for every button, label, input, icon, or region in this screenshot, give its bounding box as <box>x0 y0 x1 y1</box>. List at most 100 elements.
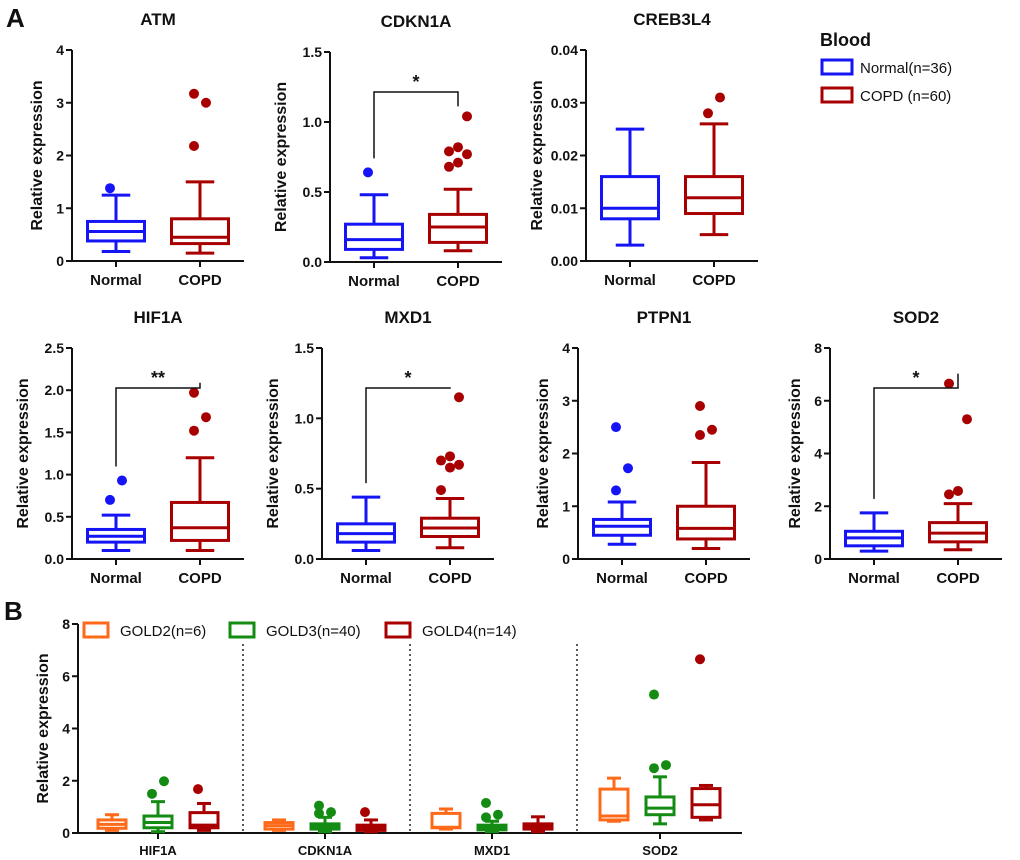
chart-creb3l4: CREB3L4 0.00 0.01 0.02 0.03 0.04 Relative expr… <box>529 10 758 289</box>
outlier-point <box>201 97 211 108</box>
outlier-point <box>189 387 199 398</box>
box-plot <box>344 167 404 260</box>
outlier-point <box>436 485 446 496</box>
outlier-point <box>707 424 717 435</box>
legend-label: GOLD2(n=6) <box>120 623 206 640</box>
legend-label: COPD (n=60) <box>860 88 951 105</box>
outlier-point <box>962 414 972 425</box>
outlier-point <box>611 485 621 496</box>
y-tick-label: 4 <box>562 340 570 356</box>
y-tick-label: 6 <box>62 668 70 684</box>
x-tick-label: HIF1A <box>139 843 177 858</box>
x-tick-label: SOD2 <box>642 843 677 858</box>
x-tick-label: Normal <box>848 570 900 587</box>
box-iqr <box>170 500 230 542</box>
outlier-point <box>944 378 954 389</box>
legend-swatch <box>228 621 256 639</box>
y-tick-label: 0.00 <box>551 253 578 269</box>
box-plot <box>592 422 652 546</box>
chart-mxd1: MXD1 0.0 0.5 1.0 1.5 Relative expression Norma… <box>265 308 494 587</box>
box-plot <box>690 654 722 822</box>
outlier-point <box>695 654 705 665</box>
y-tick-label: 1.0 <box>295 410 315 426</box>
outlier-point <box>444 146 454 157</box>
x-tick-label: COPD <box>684 570 728 587</box>
legend-title: Blood <box>820 30 871 50</box>
y-tick-label: 0.02 <box>551 148 578 164</box>
legend-swatch <box>820 58 854 76</box>
x-tick-label: COPD <box>936 570 980 587</box>
outlier-point <box>436 455 446 466</box>
outlier-point <box>481 797 491 808</box>
x-tick-label: COPD <box>692 272 736 289</box>
y-tick-label: 0.5 <box>45 509 65 525</box>
y-tick-label: 1 <box>562 498 570 514</box>
x-tick-label: CDKN1A <box>298 843 353 858</box>
y-tick-label: 0.03 <box>551 95 578 111</box>
box-plot <box>263 818 295 832</box>
box-plot <box>96 813 128 832</box>
chart-title: CDKN1A <box>381 12 452 31</box>
legend-blood: Blood Normal(n=36) COPD (n=60) <box>820 30 952 105</box>
box-plot <box>188 784 220 832</box>
outlier-point <box>453 142 463 153</box>
box-iqr <box>600 175 660 221</box>
box-plot <box>170 387 230 553</box>
legend-swatch <box>384 621 412 639</box>
outlier-point <box>953 485 963 496</box>
x-tick-label: COPD <box>178 570 222 587</box>
outlier-point <box>117 475 127 486</box>
significance-bracket <box>365 387 451 484</box>
chart-title: SOD2 <box>893 308 939 327</box>
box-plot <box>142 776 174 834</box>
y-axis-label: Relative expression <box>787 378 804 528</box>
box-iqr <box>684 175 744 216</box>
chart-title: PTPN1 <box>637 308 692 327</box>
chart-title: HIF1A <box>133 308 182 327</box>
panel-label-b: B <box>4 596 23 626</box>
outlier-point <box>105 183 115 194</box>
legend-label: GOLD3(n=40) <box>266 623 361 640</box>
chart-title: MXD1 <box>384 308 431 327</box>
box-plot <box>600 127 660 247</box>
significance-bracket <box>115 382 201 467</box>
panel-label-a: A <box>6 3 25 33</box>
x-tick-label: Normal <box>90 272 142 289</box>
box-plot <box>86 183 146 254</box>
x-tick-label: MXD1 <box>474 843 510 858</box>
box-plot <box>355 807 387 834</box>
significance-bracket <box>373 91 459 159</box>
y-tick-label: 1.5 <box>295 340 315 356</box>
outlier-point <box>454 459 464 470</box>
y-tick-label: 2 <box>814 498 822 514</box>
y-tick-label: 0.01 <box>551 200 578 216</box>
box-plot <box>336 495 396 553</box>
outlier-point <box>695 430 705 441</box>
y-tick-label: 0 <box>62 825 70 841</box>
outlier-point <box>493 809 503 820</box>
chart-cdkn1a: CDKN1A 0.0 0.5 1.0 1.5 Relative expression Nor… <box>273 12 502 290</box>
outlier-point <box>193 784 203 795</box>
box-iqr <box>690 787 722 819</box>
y-tick-label: 2.0 <box>45 382 65 398</box>
y-tick-label: 6 <box>814 393 822 409</box>
outlier-point <box>454 392 464 403</box>
y-axis-label: Relative expression <box>29 80 46 230</box>
box-plot <box>170 88 230 255</box>
x-tick-label: COPD <box>178 272 222 289</box>
significance-marker: * <box>912 368 919 388</box>
outlier-point <box>314 800 324 811</box>
outlier-point <box>159 776 169 787</box>
significance-marker: ** <box>151 368 165 388</box>
box-plot <box>684 92 744 237</box>
y-axis-label: Relative expression <box>35 653 52 803</box>
x-tick-label: Normal <box>348 273 400 290</box>
outlier-point <box>147 788 157 799</box>
x-tick-label: Normal <box>90 570 142 587</box>
outlier-point <box>360 807 370 818</box>
outlier-point <box>462 111 472 122</box>
y-tick-label: 3 <box>562 393 570 409</box>
y-tick-label: 1 <box>56 200 64 216</box>
